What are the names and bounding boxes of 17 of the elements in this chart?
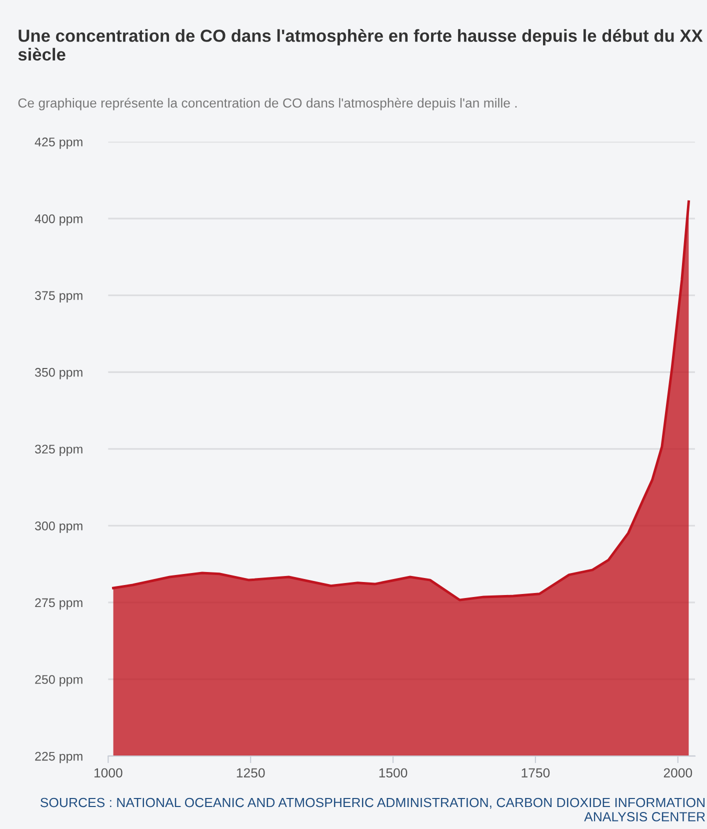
- y-tick-label: 375 ppm: [35, 291, 82, 302]
- y-tick-label: 425 ppm: [34, 138, 82, 149]
- y-tick-label: 300 ppm: [35, 521, 82, 533]
- y-tick-label: 325 ppm: [35, 444, 82, 456]
- x-tick-label: 1750: [522, 768, 550, 778]
- x-tick-label: 1000: [94, 768, 122, 778]
- y-tick-label: 225 ppm: [35, 752, 82, 764]
- chart-subtitle: Ce graphique représente la concentration de CO dans l'atmosphère depuis l'an mille .: [18, 98, 517, 110]
- y-tick-label: 350 ppm: [35, 368, 82, 380]
- y-tick-label: 275 ppm: [35, 598, 82, 610]
- source-note: SOURCES : NATIONAL OCEANIC AND ATMOSPHERIC ADMINISTRATION, CARBON DIOXIDE INFORMATION ANALYSIS CENTER: [40, 798, 705, 822]
- y-tick-label: 400 ppm: [34, 214, 82, 226]
- x-tick-label: 1250: [236, 768, 265, 778]
- chart-title: Une concentration de CO dans l'atmosphère en forte hausse depuis le début du XX siècle: [18, 29, 703, 61]
- x-tick-label: 2000: [664, 768, 692, 778]
- x-tick-label: 1500: [379, 768, 408, 778]
- y-tick-label: 250 ppm: [35, 675, 82, 686]
